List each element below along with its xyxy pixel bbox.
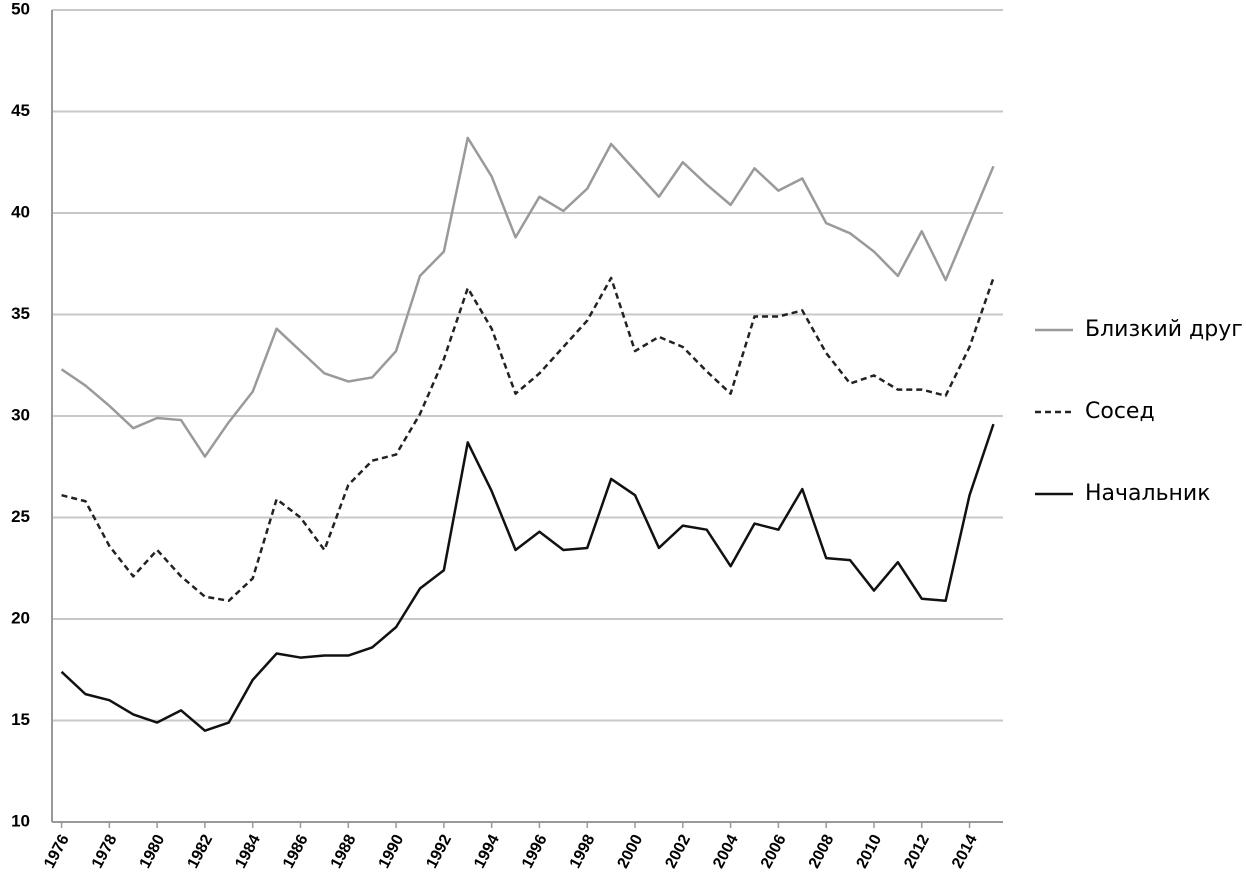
y-tick-label: 10 xyxy=(11,811,30,830)
x-tick-label: 1996 xyxy=(519,832,551,872)
x-tick-label: 2008 xyxy=(806,832,838,872)
legend-label: Сосед xyxy=(1085,399,1155,424)
x-tick-label: 1986 xyxy=(280,832,312,872)
x-tick-label: 1990 xyxy=(376,832,408,872)
x-tick-label: 2000 xyxy=(615,832,647,872)
x-tick-label: 2010 xyxy=(854,832,886,872)
x-tick-label: 2002 xyxy=(662,832,694,872)
x-tick-label: 1984 xyxy=(232,832,264,872)
y-tick-label: 40 xyxy=(11,202,30,221)
y-tick-label: 25 xyxy=(11,507,30,526)
x-tick-label: 2006 xyxy=(758,832,790,872)
x-tick-label: 1992 xyxy=(423,832,455,872)
x-tick-label: 2004 xyxy=(710,832,742,872)
x-tick-label: 1994 xyxy=(471,832,503,872)
y-tick-label: 45 xyxy=(11,101,30,120)
y-tick-label: 30 xyxy=(11,405,30,424)
x-tick-label: 2014 xyxy=(949,832,981,872)
x-tick-label: 1988 xyxy=(328,832,360,872)
line xyxy=(60,423,995,732)
line xyxy=(61,276,995,602)
y-tick-label: 20 xyxy=(11,608,30,627)
x-tick-label: 2012 xyxy=(901,832,933,872)
x-tick-label: 1998 xyxy=(567,832,599,872)
legend-label: Близкий друг xyxy=(1085,317,1243,342)
legend-label: Начальник xyxy=(1085,481,1211,506)
y-tick-label: 15 xyxy=(11,710,30,729)
x-tick-label: 1978 xyxy=(89,832,121,872)
y-tick-label: 50 xyxy=(11,0,30,18)
y-tick-label: 35 xyxy=(11,304,30,323)
line xyxy=(60,136,995,458)
x-tick-label: 1976 xyxy=(41,832,73,872)
x-tick-label: 1982 xyxy=(184,832,216,872)
x-tick-label: 1980 xyxy=(137,832,169,872)
